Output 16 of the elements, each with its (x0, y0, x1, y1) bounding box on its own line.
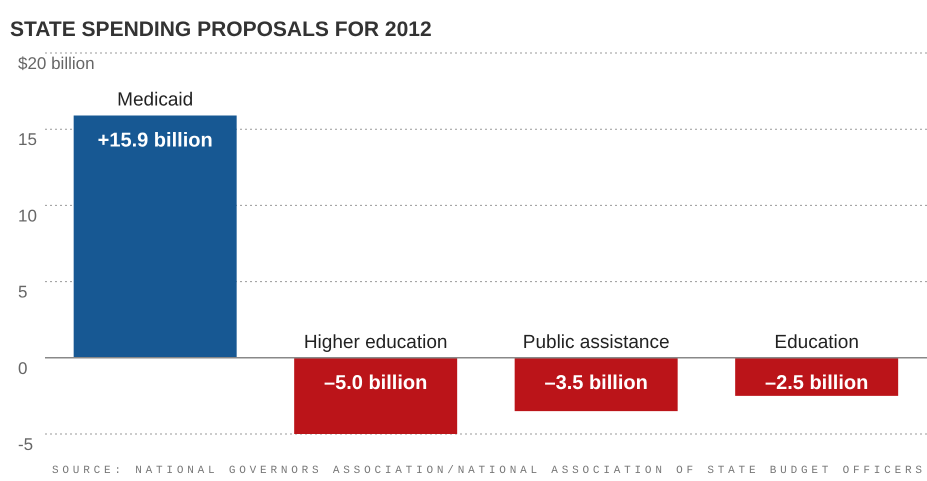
y-tick-label: 15 (18, 130, 37, 150)
y-tick-label: 0 (18, 358, 28, 378)
chart-title: STATE SPENDING PROPOSALS FOR 2012 (10, 18, 432, 42)
x-tick-label: Education (774, 332, 859, 353)
source-note: SOURCE: NATIONAL GOVERNORS ASSOCIATION/NATIONAL ASSOCIATION OF STATE BUDGET OFFICERS (52, 465, 922, 477)
data-label: +15.9 billion (98, 129, 213, 152)
y-tick-label: -5 (18, 435, 34, 454)
x-tick-label: Higher education (304, 332, 448, 353)
y-tick-label: $20 billion (18, 54, 95, 73)
data-label: –2.5 billion (764, 372, 868, 394)
x-tick-label: Public assistance (522, 332, 670, 353)
data-label: –5.0 billion (324, 372, 428, 394)
x-tick-label: Medicaid (117, 89, 194, 110)
y-tick-label: 5 (18, 282, 28, 302)
y-tick-label: 10 (18, 206, 37, 226)
data-label: –3.5 billion (544, 372, 648, 394)
